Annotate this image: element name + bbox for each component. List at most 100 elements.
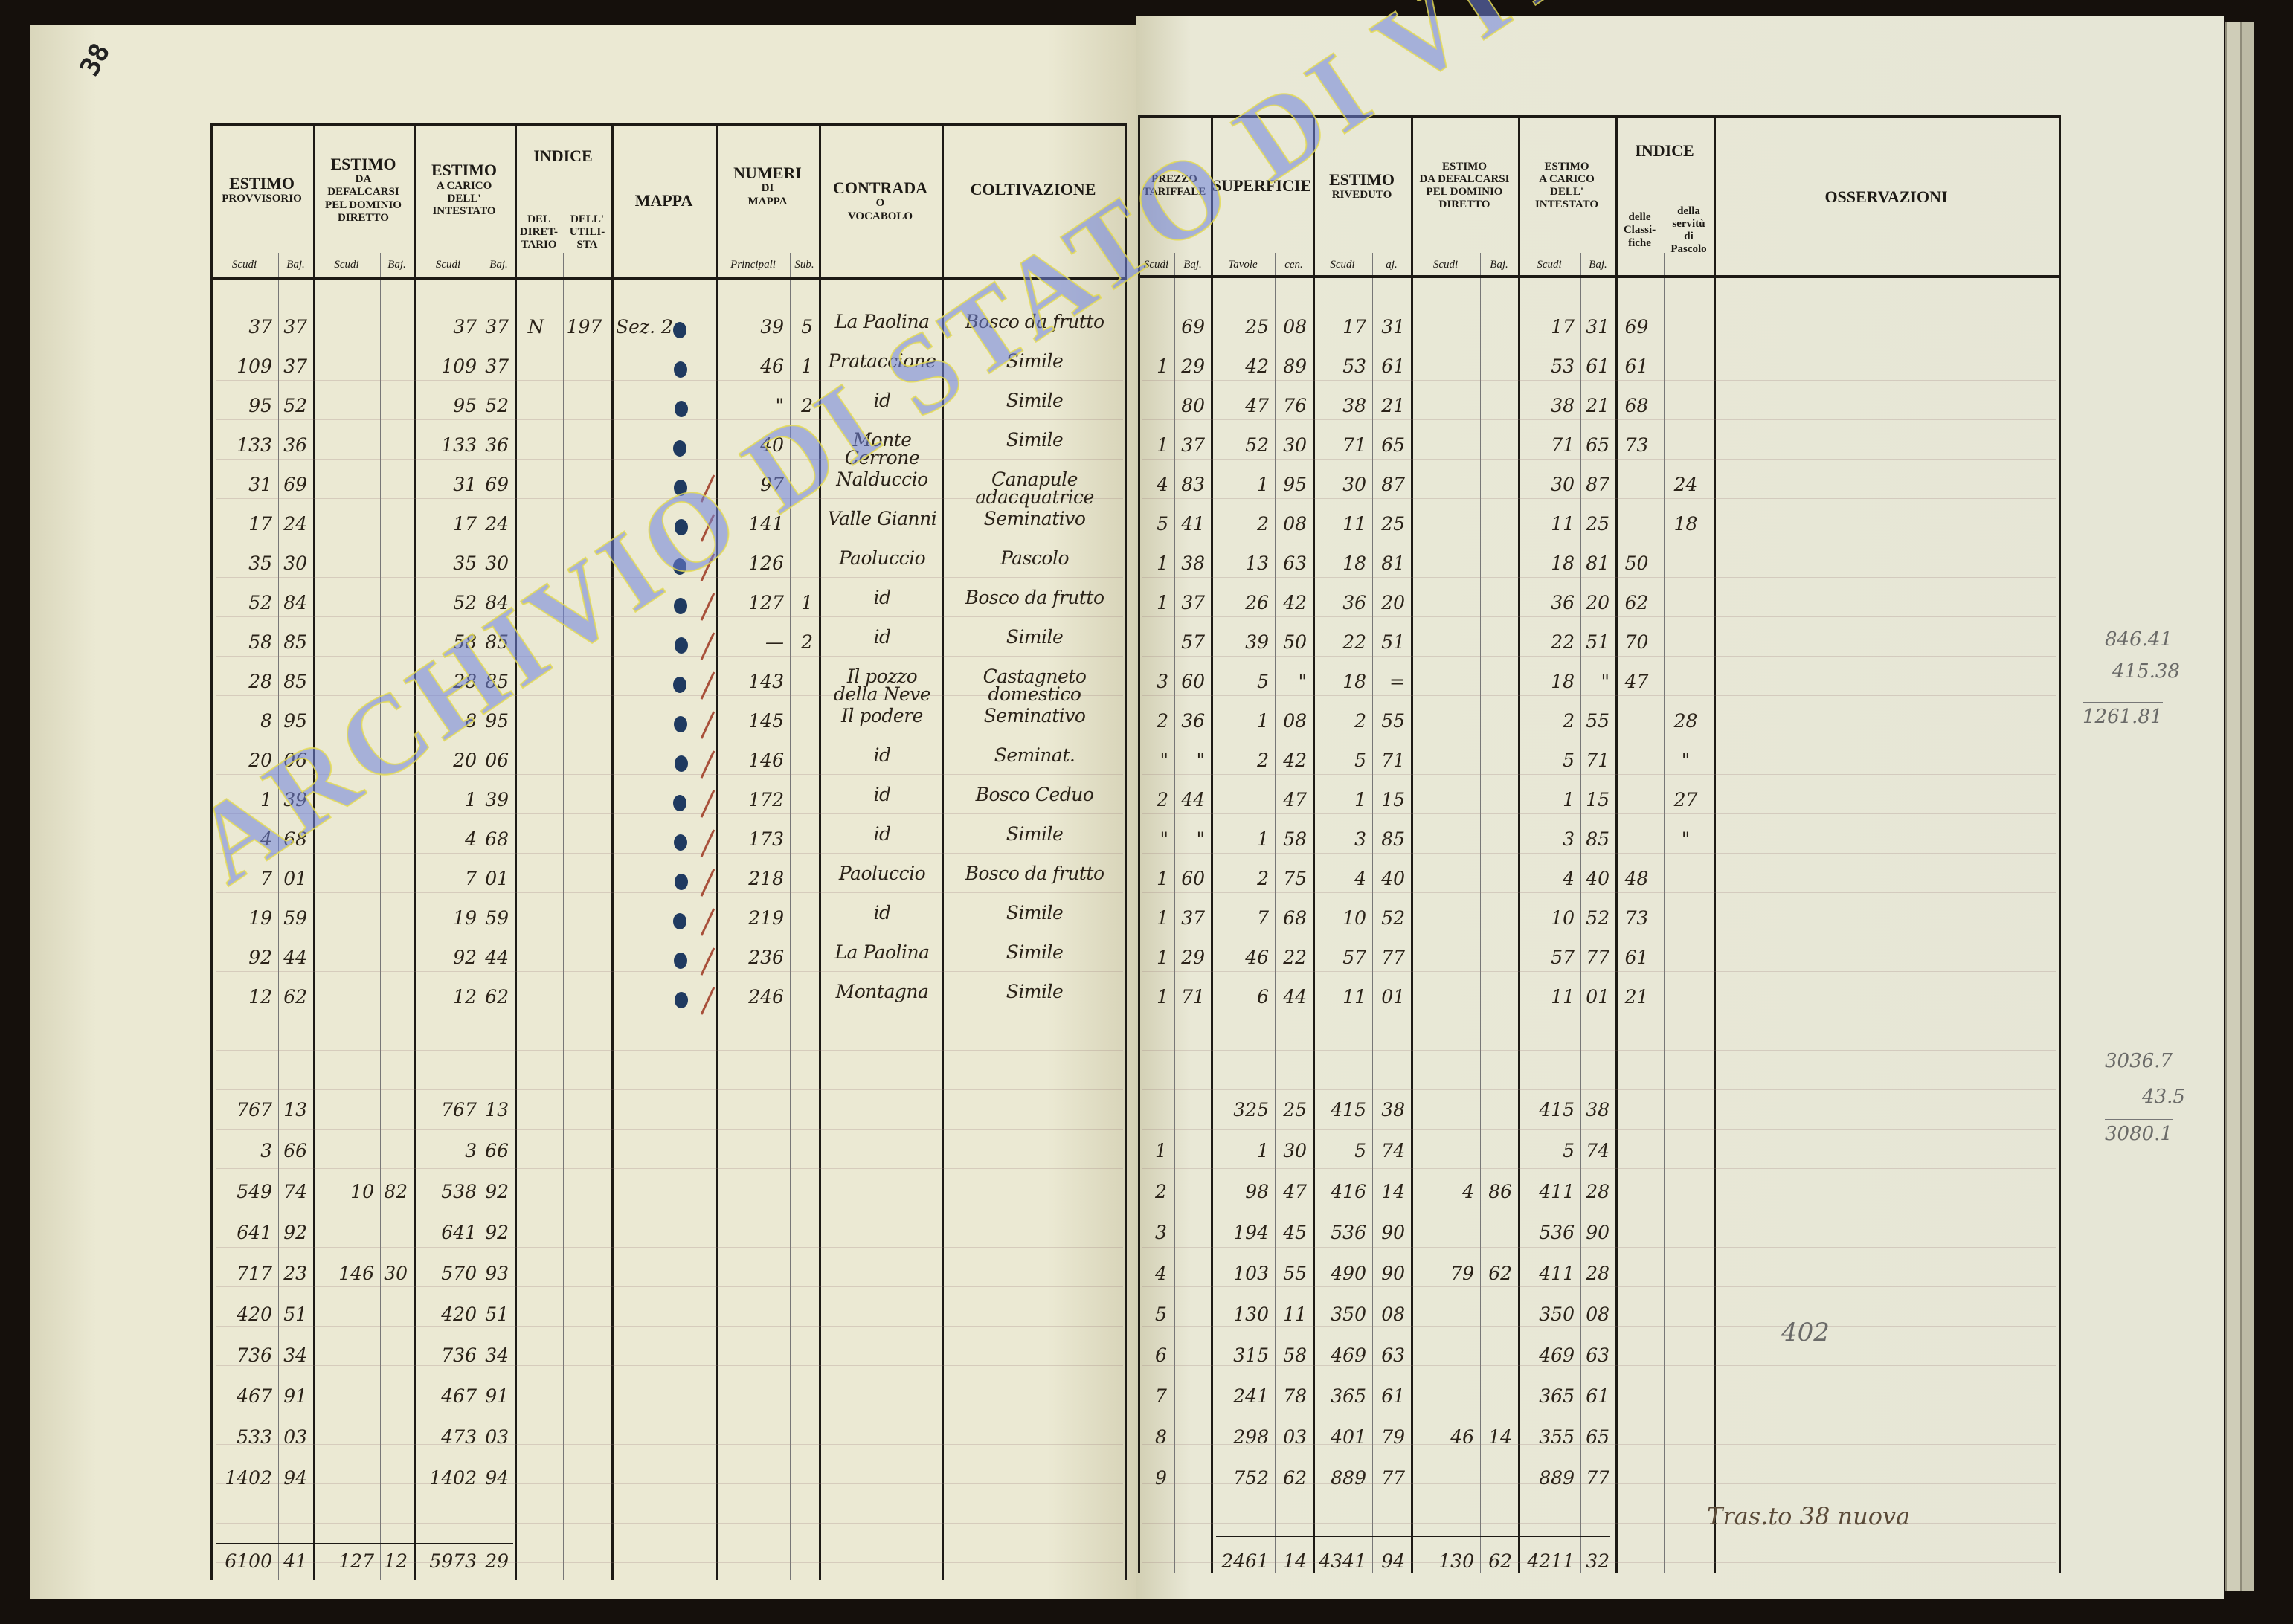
summary-classe: 4 (1155, 1263, 1167, 1284)
estimo-carico-baj: 15 (1586, 789, 1609, 811)
estimo-provvisorio-scudi: 8 (260, 710, 272, 732)
column-rule (313, 123, 315, 1580)
summary-superficie-scudi: 325 (1233, 1099, 1269, 1121)
ruled-line (216, 419, 1123, 420)
summary-estimo-carico-scudi: 536 (1539, 1222, 1575, 1243)
header-osservazioni: OSSERVAZIONI (1714, 119, 2059, 275)
estimo-carico-baj: 52 (485, 395, 509, 416)
mappa-numero-principale: 173 (748, 828, 784, 850)
estimo-riveduto-scudi: 71 (1342, 434, 1366, 456)
indice-classifiche: 48 (1624, 868, 1649, 889)
estimo-carico-baj: 68 (485, 828, 509, 850)
blue-check-mark (673, 322, 686, 338)
ruled-line (216, 695, 1123, 696)
estimo-carico-baj: 01 (1586, 986, 1609, 1008)
summary-estimo-carico-scudi: 473 (441, 1426, 477, 1448)
summary-estimo-riveduto-baj: 90 (1381, 1222, 1405, 1243)
prezzo-tariffale-scudi: " (1160, 828, 1169, 850)
indice-classifiche: 50 (1624, 552, 1649, 574)
header-top-rule (210, 123, 1127, 126)
summary-estimo-riveduto-baj: 90 (1381, 1263, 1405, 1284)
summary-classe: 1 (1155, 1140, 1167, 1161)
ruled-line (1142, 1562, 2056, 1563)
estimo-carico-scudi: 11 (1551, 986, 1575, 1008)
header-estimo-defalcarsi-line: DA (355, 173, 372, 186)
ruled-line (216, 1365, 1123, 1366)
estimo-carico-scudi: 31 (453, 474, 477, 495)
header-indice-servitu-line: di (1684, 231, 1694, 242)
summary-estimo-provvisorio-baj: 13 (283, 1099, 307, 1121)
summary-estimo-provvisorio-baj: 03 (283, 1426, 307, 1448)
summary-estimo-carico-scudi: 538 (441, 1181, 477, 1202)
subheader-baj: Baj. (1589, 259, 1607, 271)
pencil-sum-line: 3036.7 (2105, 1050, 2173, 1072)
header-indice-servitu: della servitù di Pascolo (1664, 186, 1714, 275)
column-rule (942, 123, 944, 1580)
estimo-carico-scudi: 109 (441, 355, 477, 377)
summary-classe: 3 (1155, 1222, 1167, 1243)
estimo-carico-scudi: 11 (1551, 513, 1575, 535)
estimo-carico-scudi: 71 (1551, 434, 1575, 456)
estimo-provvisorio-baj: 85 (283, 631, 307, 653)
ruled-line (216, 1483, 1123, 1484)
summary-superficie-scudi: 298 (1233, 1426, 1269, 1448)
prezzo-tariffale-baj: 69 (1181, 316, 1205, 338)
header-indice-direttario-line: TARIO (521, 239, 557, 251)
ruled-line (1142, 1050, 2056, 1051)
mappa-numero-principale: " (775, 395, 785, 416)
estimo-carico-baj: 62 (485, 986, 509, 1008)
subheader-scudi: Scudi (231, 259, 257, 271)
contrada-vocabolo: Paoluccio (838, 547, 926, 569)
blue-check-mark (674, 834, 687, 851)
header-bottom-rule (1138, 275, 2061, 278)
summary-estimo-provvisorio-baj: 92 (283, 1222, 307, 1243)
header-estimo-carico-r-line: DELL' (1549, 186, 1583, 198)
header-estimo-riveduto-line: RIVEDUTO (1331, 189, 1392, 202)
estimo-riveduto-baj: 21 (1381, 395, 1405, 416)
prezzo-tariffale-baj: 57 (1181, 631, 1205, 653)
summary-superficie-baj: 47 (1283, 1181, 1307, 1202)
blue-check-mark (675, 637, 688, 654)
header-coltivazione: COLTIVAZIONE (942, 126, 1125, 253)
estimo-carico-scudi: 22 (1551, 631, 1575, 653)
estimo-carico-baj: 52 (1586, 907, 1609, 929)
superficie-scudi: 2 (1257, 513, 1269, 535)
page-edge (2225, 22, 2240, 1591)
summary-classe: 7 (1155, 1385, 1167, 1407)
estimo-riveduto-scudi: 5 (1354, 750, 1366, 771)
estimo-riveduto-scudi: 38 (1342, 395, 1366, 416)
header-estimo-defalcarsi-line: DEFALCARSI (327, 186, 399, 199)
column-subrule (1174, 253, 1175, 1573)
summary-estimo-carico-scudi: 355 (1539, 1426, 1575, 1448)
estimo-provvisorio-scudi: 31 (248, 474, 272, 495)
ruled-line (1142, 1129, 2056, 1130)
pencil-page-number: 402 (1781, 1318, 1830, 1347)
estimo-riveduto-baj: 55 (1381, 710, 1405, 732)
superficie-scudi: 52 (1245, 434, 1269, 456)
prezzo-tariffale-baj: 37 (1181, 907, 1205, 929)
column-rule (210, 123, 213, 1580)
blue-check-mark (675, 992, 688, 1008)
subheader-aj: aj. (1386, 259, 1398, 271)
prezzo-tariffale-baj: 60 (1181, 868, 1205, 889)
estimo-carico-scudi: 52 (453, 592, 477, 613)
prezzo-tariffale-scudi: 3 (1157, 671, 1168, 692)
summary-estimo-provvisorio-baj: 34 (283, 1344, 307, 1366)
header-estimo-carico-line: ESTIMO (431, 161, 498, 180)
ruled-line (1142, 774, 2056, 775)
column-rule (716, 123, 718, 1580)
mappa-numero-principale: 127 (748, 592, 784, 613)
coltivazione: Simile (1006, 941, 1064, 963)
summary-classe: 2 (1155, 1181, 1167, 1202)
estimo-provvisorio-scudi: 95 (248, 395, 272, 416)
subheader-scudi: Scudi (334, 259, 359, 271)
ruled-line (216, 1444, 1123, 1445)
summary-superficie-scudi: 194 (1233, 1222, 1269, 1243)
column-rule (819, 123, 821, 1580)
summary-estimo-carico-baj: 94 (485, 1467, 509, 1489)
coltivazione: Bosco da frutto (965, 311, 1104, 332)
header-indice-direttario-line: DIRET- (519, 225, 559, 238)
estimo-riveduto-scudi: 17 (1342, 316, 1366, 338)
ruled-line (216, 1129, 1123, 1130)
estimo-carico-scudi: 7 (465, 868, 477, 889)
